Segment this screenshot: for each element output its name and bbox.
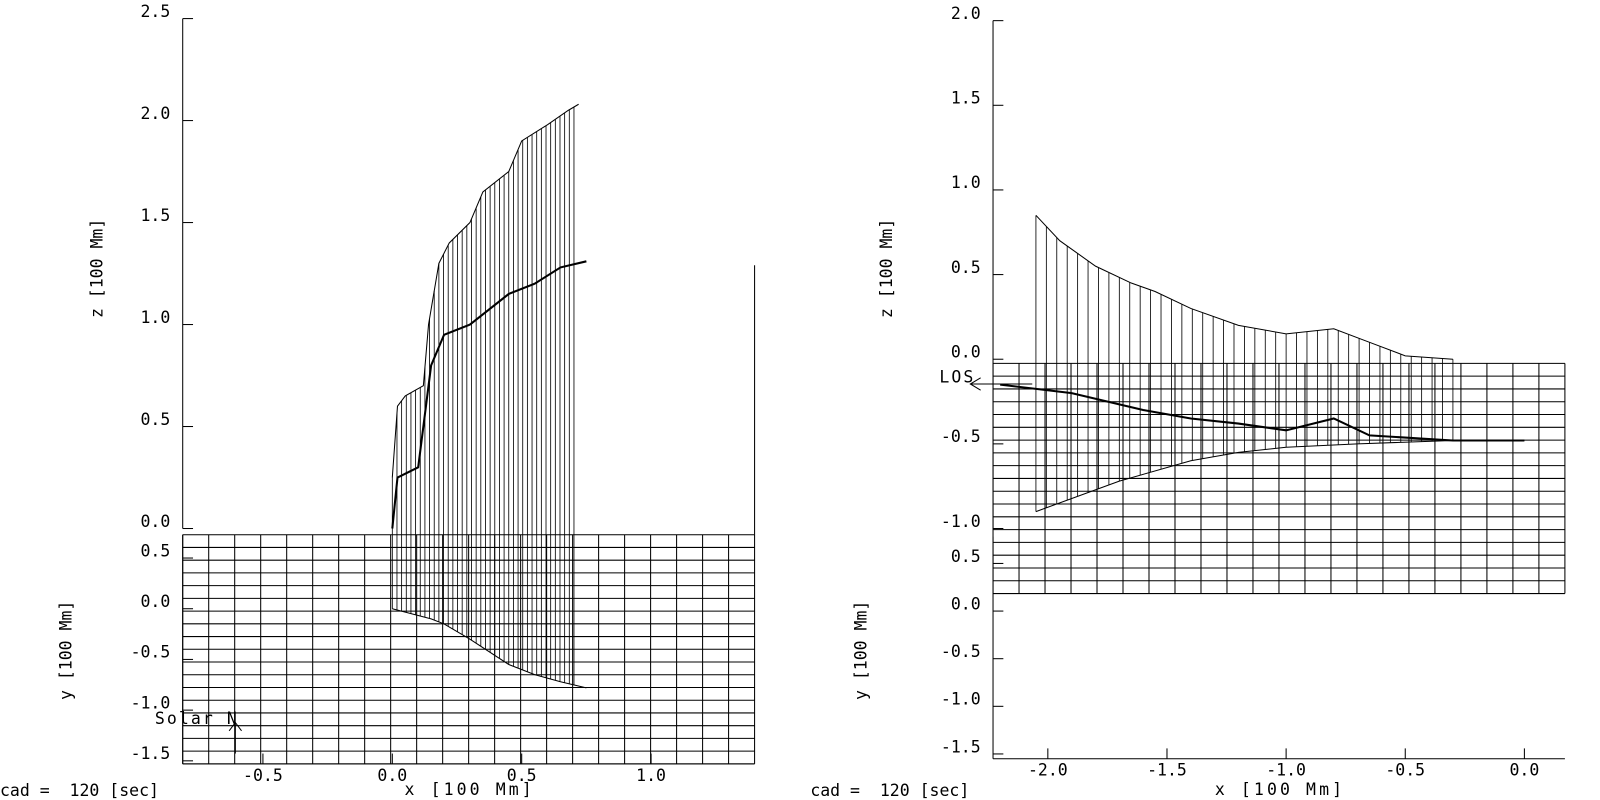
curve: [1035, 214, 1453, 360]
y-axis-label: y [100 Mm]: [57, 601, 76, 700]
arrow-head: [969, 377, 981, 391]
panel: -1.0 -0.5 0.0 0.5 1.0 1.5 2.0 0.5 0.0 -0.5 -1.0 -1.…: [810, 4, 1566, 800]
z-tick-label: 2.5: [141, 2, 171, 21]
panel: 0.0 0.5 1.0 1.5 2.0 2.5 0.5 0.0 -0.5 -1.0 -1.5 -0.5…: [0, 2, 756, 800]
z-tick-label: 0.0: [951, 343, 981, 362]
y-tick-label: -1.5: [131, 744, 171, 763]
y-tick-label: -1.5: [941, 737, 981, 756]
x-axis-label: x [100 Mm]: [1215, 780, 1345, 799]
y-tick-label: -0.5: [941, 642, 981, 661]
y-tick-label: 0.5: [141, 541, 171, 560]
note: LOS: [939, 367, 975, 386]
x-tick-label: 0.0: [1509, 761, 1539, 780]
z-tick-label: 1.0: [141, 308, 171, 327]
z-axis-label: z [100 Mm]: [88, 219, 107, 318]
curve: [1000, 383, 1525, 442]
z-tick-label: 2.0: [141, 104, 171, 123]
y-tick-label: 0.5: [951, 547, 981, 566]
curve: [391, 103, 579, 478]
x-tick-label: 1.0: [636, 766, 666, 785]
x-tick-label: -1.0: [1266, 761, 1306, 780]
curve: [391, 260, 587, 529]
z-tick-label: 1.5: [141, 206, 171, 225]
x-tick-label: -1.5: [1147, 761, 1187, 780]
x-axis-label: x [100 Mm]: [405, 780, 535, 799]
z-tick-label: -1.0: [941, 512, 981, 531]
z-tick-label: -0.5: [941, 427, 981, 446]
x-tick-label: -2.0: [1028, 761, 1068, 780]
y-tick-label: 0.0: [951, 594, 981, 613]
z-tick-label: 1.5: [951, 89, 981, 108]
y-tick-label: -1.0: [131, 693, 171, 712]
x-tick-label: -0.5: [243, 766, 283, 785]
z-tick-label: 0.5: [951, 258, 981, 277]
caption: cad = 120 [sec]: [810, 781, 969, 800]
y-axis-label: y [100 Mm]: [851, 601, 870, 700]
z-tick-label: 1.0: [951, 173, 981, 192]
curve: [392, 608, 587, 689]
z-tick-label: 0.0: [141, 512, 171, 531]
x-tick-label: 0.0: [377, 766, 407, 785]
z-axis-label: z [100 Mm]: [877, 219, 896, 318]
x-tick-label: 0.5: [507, 766, 537, 785]
y-tick-label: 0.0: [141, 592, 171, 611]
y-tick-label: -1.0: [941, 690, 981, 709]
y-tick-label: -0.5: [131, 643, 171, 662]
arrow-head: [228, 721, 242, 732]
curve: [1035, 439, 1525, 513]
note: Solar N: [155, 709, 239, 728]
caption: cad = 120 [sec]: [0, 781, 159, 800]
z-tick-label: 0.5: [141, 410, 171, 429]
z-tick-label: 2.0: [951, 4, 981, 23]
x-tick-label: -0.5: [1385, 761, 1425, 780]
